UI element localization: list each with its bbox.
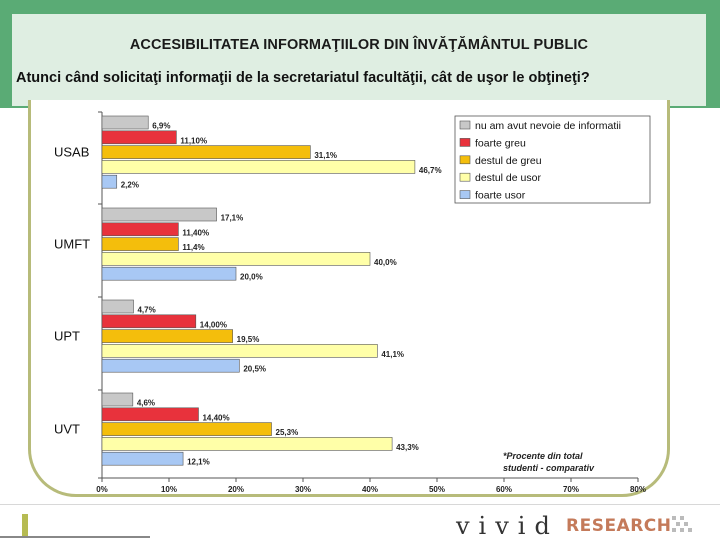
legend-label: foarte usor <box>475 190 526 202</box>
x-tick-label: 20% <box>228 485 244 494</box>
legend-label: destul de usor <box>475 172 541 184</box>
bar-value-label: 6,9% <box>152 122 170 131</box>
legend-swatch <box>459 138 471 147</box>
bar-value-label: 46,7% <box>419 166 442 175</box>
bar <box>101 145 311 159</box>
bar-value-label: 19,5% <box>237 335 260 344</box>
bar-value-label: 2,2% <box>121 181 139 190</box>
x-tick-label: 80% <box>630 485 646 494</box>
x-tick-label: 60% <box>496 485 512 494</box>
x-tick-label: 0% <box>96 485 108 494</box>
bar <box>101 130 177 145</box>
header-inner <box>12 14 706 106</box>
bar-value-label: 4,7% <box>137 306 155 315</box>
footnote-line-1: *Procente din total <box>503 451 583 461</box>
footer-underline <box>0 536 150 538</box>
bar <box>101 237 179 251</box>
brand-logo-suffix: RESEARCH <box>566 516 672 536</box>
x-tick-label: 40% <box>362 485 378 494</box>
bar-value-label: 41,1% <box>381 350 404 359</box>
legend-label: nu am avut nevoie de informatii <box>475 120 621 132</box>
legend-swatch <box>459 190 471 199</box>
bar <box>101 207 217 222</box>
footer-accent-mark <box>22 514 28 536</box>
bar <box>101 451 184 466</box>
bar <box>101 115 149 130</box>
bar-chart: 0% 10% 20% 30% 40% 50% 60% 70% 80% USAB UMFT UPT UVT… <box>54 111 651 494</box>
bar <box>101 392 134 407</box>
x-tick-label: 30% <box>295 485 311 494</box>
legend-swatch <box>459 155 471 165</box>
brand-logo-text: vivid <box>456 512 559 540</box>
brand-dots-icon <box>672 516 698 536</box>
x-tick-label: 70% <box>563 485 579 494</box>
bar-value-label: 14,00% <box>200 320 227 329</box>
x-tick-label: 10% <box>161 485 177 494</box>
bar-value-label: 20,0% <box>240 273 263 282</box>
bar-value-label: 43,3% <box>396 443 419 452</box>
category-label: UMFT <box>54 237 90 252</box>
bar-value-label: 40,0% <box>374 258 397 267</box>
bar <box>101 358 240 373</box>
bar-value-label: 31,1% <box>314 151 337 160</box>
bar-value-label: 17,1% <box>221 214 244 223</box>
bar <box>101 222 179 237</box>
bar <box>101 160 416 174</box>
page-subtitle: Atunci când solicitaţi informaţii de la … <box>16 70 590 86</box>
bar <box>101 422 272 436</box>
bar <box>101 437 393 451</box>
category-label: USAB <box>54 145 89 160</box>
page-title: ACCESIBILITATEA INFORMAŢIILOR DIN ÎNVĂŢĂ… <box>129 37 589 53</box>
bar <box>101 329 233 343</box>
bar <box>101 299 134 314</box>
bar <box>101 344 378 358</box>
bar <box>101 174 118 189</box>
bar <box>101 252 371 266</box>
bar-value-label: 12,1% <box>187 458 210 467</box>
bar-value-label: 20,5% <box>243 365 266 374</box>
bar-value-label: 4,6% <box>137 399 155 408</box>
bar <box>101 266 237 281</box>
legend-swatch <box>459 172 471 182</box>
category-label: UPT <box>54 329 80 344</box>
bar-value-label: 11,10% <box>180 136 207 145</box>
bar <box>101 407 199 422</box>
legend-swatch <box>459 120 471 130</box>
x-tick-label: 50% <box>429 485 445 494</box>
bar-value-label: 14,40% <box>202 413 229 422</box>
legend-box <box>454 115 651 204</box>
bar-value-label: 11,4% <box>182 243 204 252</box>
bar-value-label: 25,3% <box>276 428 299 437</box>
bar-value-label: 11,40% <box>182 228 209 237</box>
footer-divider <box>0 504 720 505</box>
bar <box>101 314 197 329</box>
legend-label: destul de greu <box>475 155 542 167</box>
footnote-line-2: studenti - comparativ <box>503 463 595 473</box>
header-band <box>0 0 720 108</box>
legend-label: foarte greu <box>475 137 526 149</box>
category-label: UVT <box>54 422 80 437</box>
